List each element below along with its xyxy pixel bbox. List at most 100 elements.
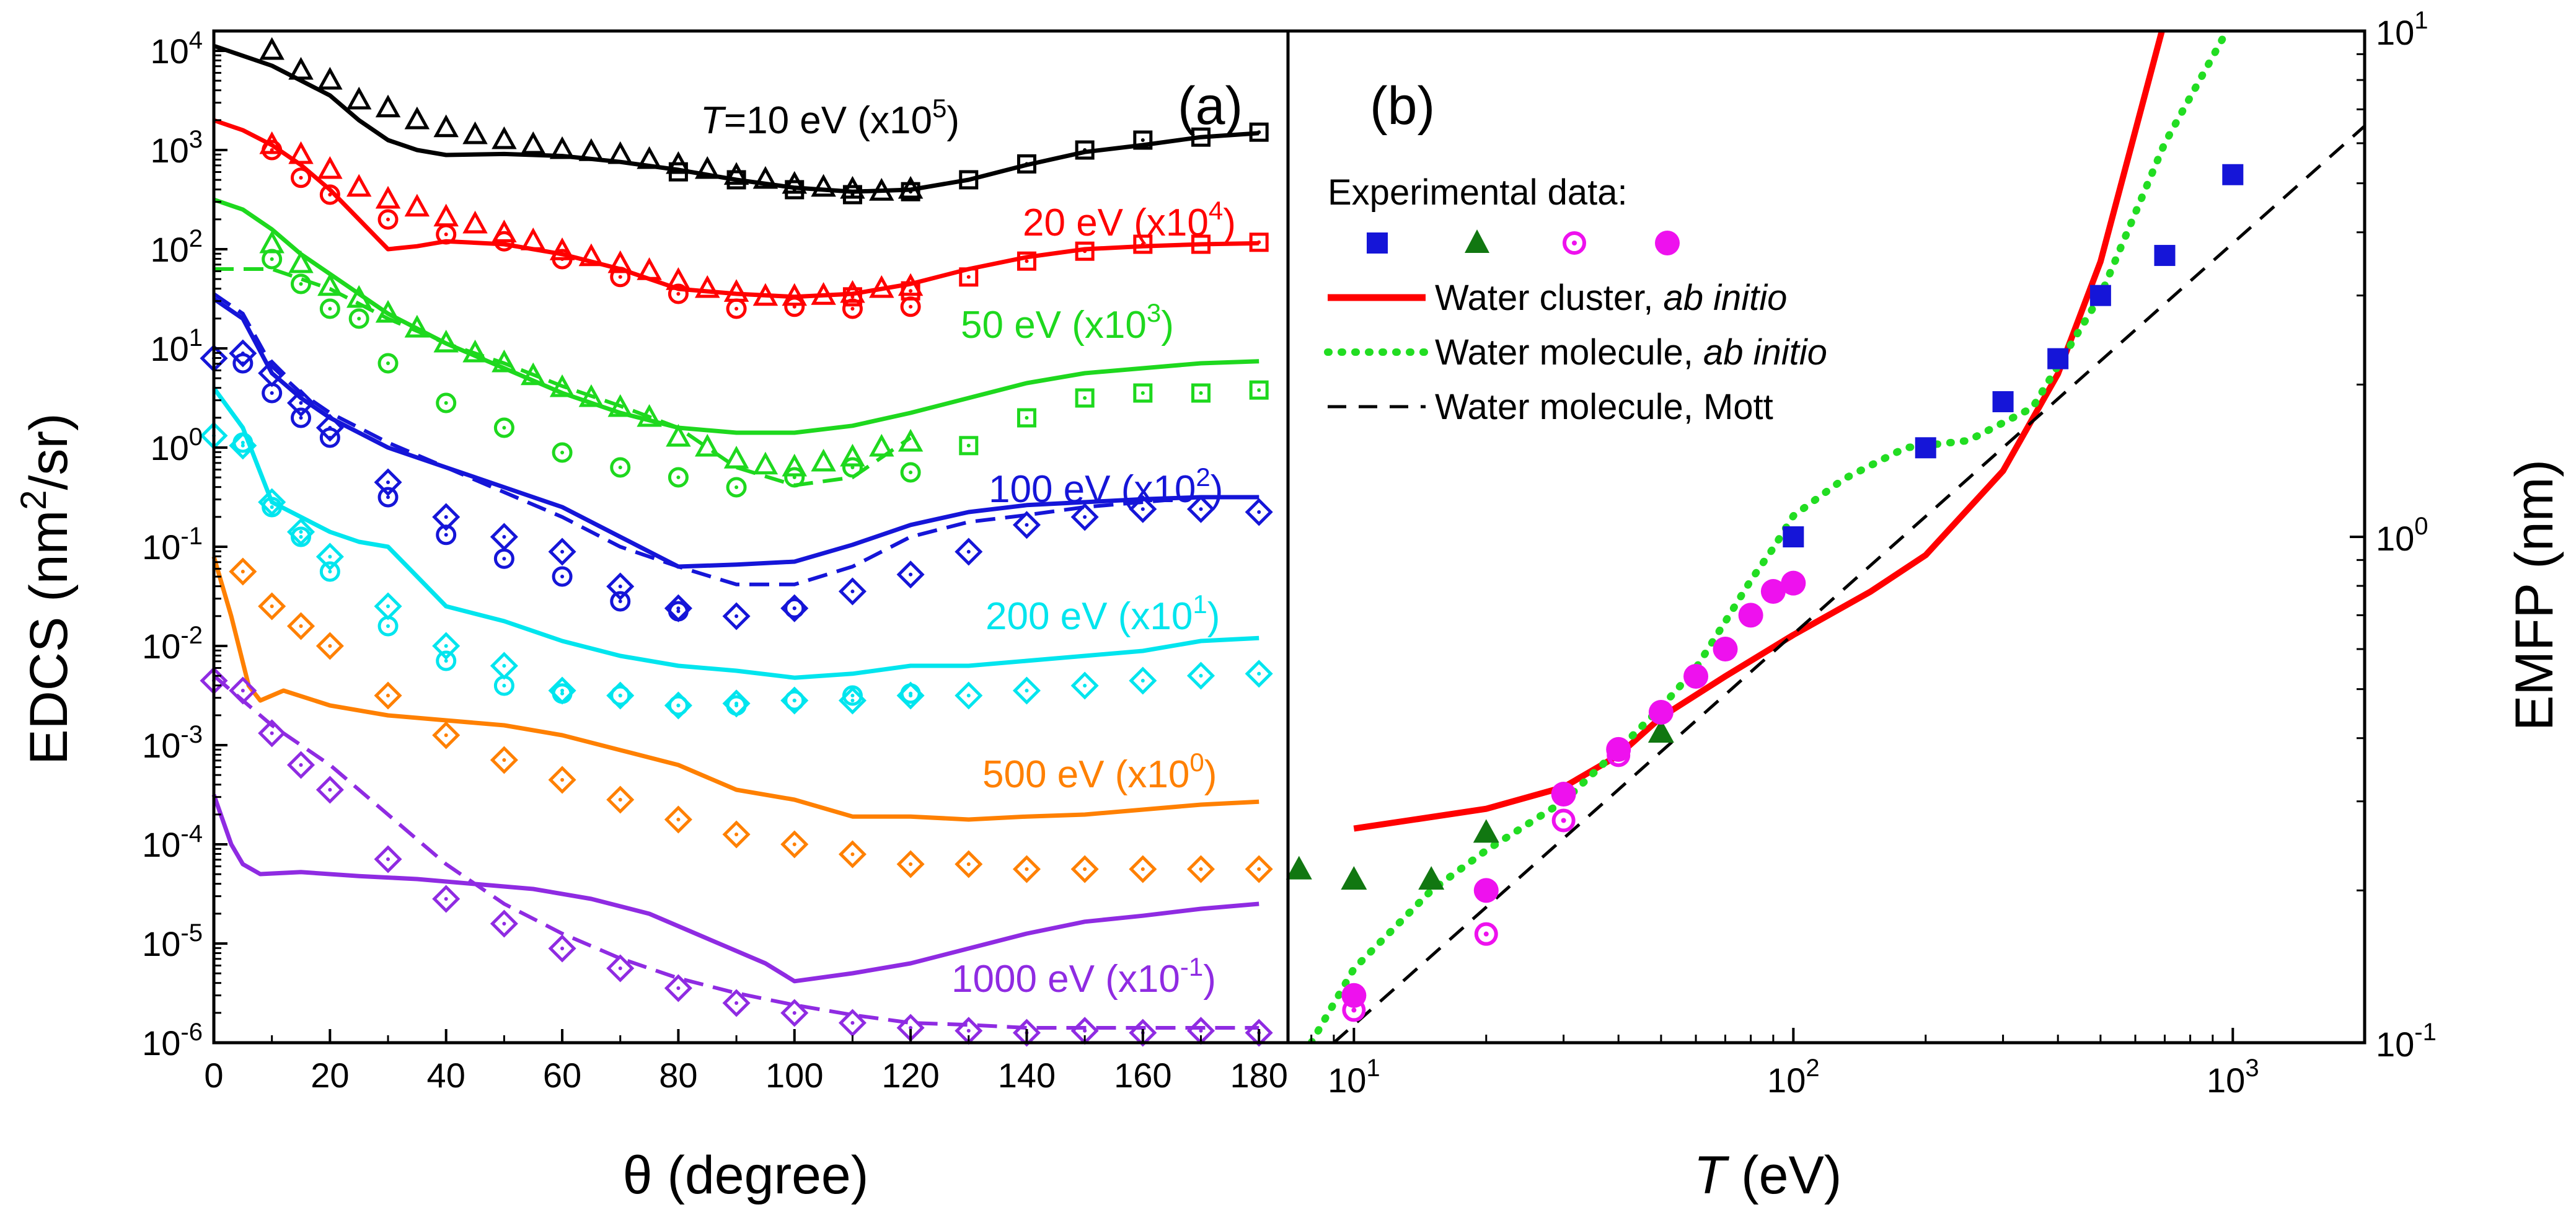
a-series-3-diamond-marker	[1186, 495, 1215, 523]
a-series-3-circle-marker	[436, 524, 457, 546]
a-series-3-diamond-marker	[374, 468, 402, 497]
a-series-4-diamond-marker-dot	[560, 689, 565, 692]
a-curve-label-2: 50 eV (x103)	[961, 298, 1174, 347]
a-series-4-circle-marker-dot	[676, 704, 681, 707]
b-exp-circle-open-marker-dot	[1351, 1007, 1357, 1013]
a-series-2-triangle-marker	[840, 443, 865, 467]
a-series-0-square-marker	[1249, 122, 1269, 142]
a-series-3-diamond-marker	[838, 577, 867, 606]
a-series-0-square-marker-dot	[909, 190, 913, 194]
a-series-3-diamond-marker	[606, 572, 635, 601]
a-series-5-diamond-marker	[1245, 855, 1273, 883]
a-series-1-square-marker-dot	[966, 275, 971, 279]
a-series-3-diamond-marker-dot	[299, 401, 303, 405]
a-series-5-diamond-marker	[1070, 855, 1099, 883]
a-series-2-circle-marker-dot	[270, 257, 274, 261]
a-series-3-diamond-marker	[286, 389, 315, 417]
a-series-2-circle-marker	[842, 457, 863, 478]
a-series-2-circle-marker	[726, 477, 747, 498]
a-series-4-circle-marker	[377, 616, 399, 637]
a-series-1-square-marker	[1249, 232, 1269, 252]
b-exp-circle-open-marker-dot	[1483, 931, 1489, 937]
a-series-4-circle-marker	[291, 526, 312, 547]
a-series-5-diamond-marker-dot	[734, 833, 739, 836]
a-series-0-square-marker	[1191, 127, 1211, 147]
b-exp-triangle-filled-marker	[1418, 866, 1445, 890]
b-exp-circle-filled-marker	[1341, 983, 1367, 1008]
a-series-2-triangle-marker	[811, 448, 836, 472]
a-series-2-triangle-marker	[637, 404, 662, 427]
a-series-1-square-marker-dot	[1083, 249, 1087, 254]
a-series-1-circle-marker-dot	[850, 307, 855, 311]
a-series-2-triangle-marker	[607, 394, 633, 417]
svg-text:EMFP (nm): EMFP (nm)	[2505, 459, 2564, 731]
a-series-2	[213, 197, 1269, 498]
a-series-3-diamond-marker	[1245, 498, 1273, 526]
a-series-1-square-marker-dot	[1025, 259, 1029, 263]
a-series-1-triangle-marker	[752, 283, 779, 306]
b-exp-circle-filled-marker	[1781, 570, 1806, 596]
a-series-2-circle-marker-dot	[850, 466, 855, 469]
a-series-5-diamond-marker-dot	[1025, 867, 1029, 871]
a-series-2-circle-marker-dot	[560, 451, 565, 454]
a-series-1-circle-marker-dot	[502, 239, 506, 244]
a-series-5-diamond-marker-dot	[299, 624, 303, 628]
a-series-3-circle-marker-dot	[299, 416, 303, 420]
a-series-3-diamond-marker	[548, 537, 576, 566]
a-series-0-triangle-marker	[404, 106, 430, 130]
a-series-3-circle-marker-dot	[676, 609, 681, 613]
a-series-4-diamond-marker-dot	[270, 500, 274, 504]
a-series-0-square-marker-dot	[1140, 138, 1145, 142]
a-series-2-circle-marker-dot	[618, 466, 622, 469]
legend-label-cluster: Water cluster, ab initio	[1435, 278, 1787, 318]
a-series-2-square-marker	[1075, 388, 1095, 408]
a-series-0-square-marker	[668, 162, 688, 182]
a-series-3-diamond-marker-dot	[792, 606, 796, 611]
a-series-2-circle-marker	[552, 442, 573, 463]
b-exp-circle-filled-marker	[1473, 878, 1499, 903]
b-exp-circle-filled-marker	[1738, 603, 1763, 628]
a-series-5-diamond-marker	[258, 592, 286, 621]
a-series-1-circle-marker	[377, 209, 399, 230]
a-series-3-diamond-marker-dot	[386, 480, 390, 484]
a-series-2-triangle-marker	[752, 451, 779, 475]
a-series-0-square-marker-dot	[734, 178, 739, 182]
a-series-4-diamond-marker	[955, 681, 983, 710]
a-series-0-triangle-marker	[811, 174, 836, 197]
a-series-1-triangle-marker	[375, 185, 401, 209]
a-series-2-circle-marker	[436, 392, 457, 413]
a-series-0-triangle-marker	[695, 156, 720, 179]
a-series-4-circle-marker	[493, 675, 514, 696]
a-series-0-triangle-marker	[869, 178, 894, 201]
a-series-2-triangle-marker	[492, 349, 517, 373]
a-series-4-circle-marker-dot	[909, 691, 913, 696]
a-y-tick-label: 102	[150, 225, 203, 269]
a-series-4-circle-marker	[262, 497, 283, 518]
a-series-6-diamond-marker-dot	[909, 1026, 913, 1030]
legend-open-circle-dot	[1572, 241, 1577, 245]
a-series-2-circle-marker-dot	[328, 307, 332, 311]
b-x-tick-label: 103	[2207, 1054, 2259, 1100]
a-series-4-diamond-marker-dot	[386, 604, 390, 608]
panel-a-x-title: θ (degree)	[623, 1146, 869, 1205]
a-series-3-diamond-marker-dot	[1199, 507, 1203, 511]
a-series-0-solid-line	[213, 43, 1259, 194]
b-exp-circle-filled-marker	[1648, 699, 1674, 725]
b-exp-circle-open-marker	[1551, 808, 1576, 833]
a-series-2-triangle-marker	[695, 433, 720, 457]
a-series-1-square-marker	[842, 287, 862, 307]
a-series-3	[200, 292, 1273, 630]
a-series-0-triangle-marker	[752, 166, 779, 189]
a-series-5-diamond-marker-dot	[909, 862, 913, 866]
a-series-3-diamond-marker	[780, 594, 809, 622]
a-series-4-diamond-marker-dot	[1083, 684, 1087, 687]
a-series-4-diamond-marker	[286, 518, 315, 546]
a-curve-label-6: 1000 eV (x10-1)	[951, 952, 1216, 1001]
a-series-1-square-marker	[959, 267, 979, 287]
b-exp-triangle-filled-marker	[1473, 819, 1499, 843]
a-series-2-circle-marker-dot	[734, 485, 739, 489]
legend-filled-circle-marker	[1655, 231, 1680, 255]
b-exp-circle-filled-marker	[1606, 736, 1631, 762]
a-series-0-triangle-marker	[723, 162, 749, 185]
a-series-4-diamond-marker-dot	[1025, 689, 1029, 692]
